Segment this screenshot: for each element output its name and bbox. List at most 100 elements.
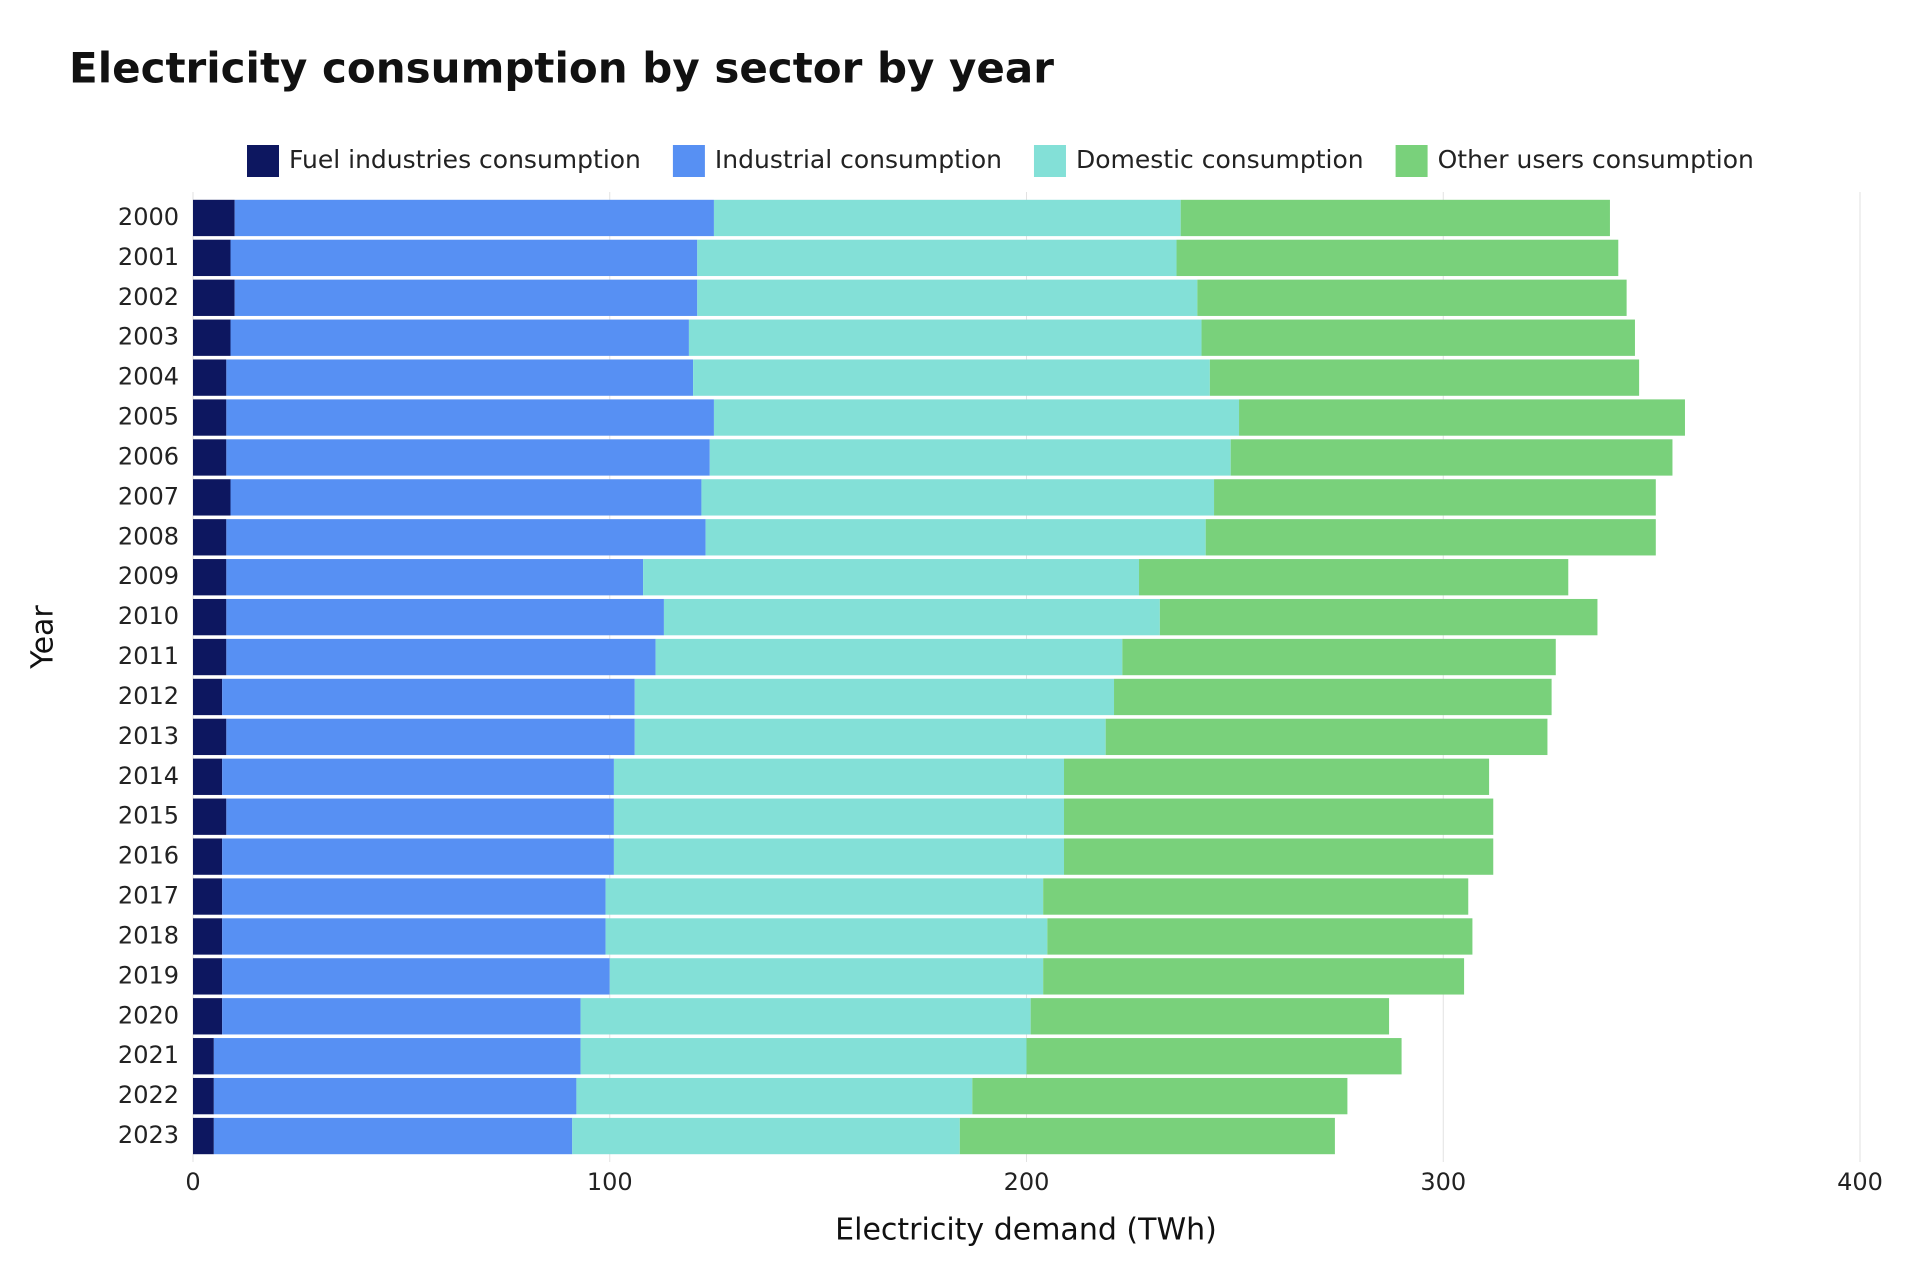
bar-segment [222, 958, 610, 995]
bar-segment [222, 838, 614, 875]
legend-swatch [1033, 145, 1066, 177]
bar-segment [234, 279, 698, 316]
bar-segment [1180, 199, 1610, 237]
bar-segment [643, 559, 1140, 596]
bar-segment [1064, 838, 1494, 875]
bar-segment [193, 479, 231, 516]
bar-segment [580, 998, 1031, 1035]
bar-segment [230, 239, 698, 277]
bar-segment [193, 678, 223, 716]
y-tick-label: 2005 [118, 403, 179, 431]
y-tick-label: 2011 [118, 642, 179, 670]
bar-segment [688, 319, 1202, 356]
y-tick-label: 2020 [118, 1001, 179, 1029]
bar-segment [709, 439, 1231, 476]
y-tick-label: 2010 [118, 602, 179, 630]
bar-segment [193, 718, 227, 756]
legend-label: Fuel industries consumption [289, 145, 641, 174]
bar-segment [230, 479, 702, 516]
y-tick-label: 2015 [118, 802, 179, 830]
bar-segment [1043, 878, 1469, 915]
legend: Fuel industries consumption Industrial co… [247, 145, 1754, 177]
bar-segment [701, 479, 1215, 516]
bar-segment [193, 439, 227, 476]
y-tick-label: 2006 [118, 442, 179, 470]
y-tick-label: 2013 [118, 722, 179, 750]
bar-segment [222, 678, 635, 716]
x-tick-label: 100 [587, 1168, 633, 1196]
y-tick-label: 2021 [118, 1041, 179, 1069]
y-tick-label: 2004 [118, 363, 179, 391]
bar-segment [1064, 798, 1494, 835]
bar-segment [572, 1117, 960, 1155]
bar-segment [1139, 559, 1569, 596]
legend-swatch [1395, 145, 1428, 177]
bar-segment [1047, 918, 1473, 955]
bar-segment [613, 758, 1065, 795]
bar-segment [605, 918, 1048, 955]
bar-segment [193, 279, 235, 316]
bar-segment [222, 918, 606, 955]
bar-segment [193, 1117, 214, 1155]
y-tick-label: 2003 [118, 323, 179, 351]
y-tick-label: 2016 [118, 842, 179, 870]
bar-segment [226, 399, 714, 436]
bar-segment [697, 239, 1177, 277]
bar-segment [705, 519, 1206, 556]
bar-segment [193, 1038, 214, 1075]
bar-segment [213, 1117, 573, 1155]
bar-segment [193, 319, 231, 356]
bar-segment [713, 399, 1240, 436]
legend-label: Other users consumption [1438, 145, 1754, 174]
bar-segment [193, 918, 223, 955]
bar-segment [580, 1038, 1027, 1075]
bar-segment [193, 958, 223, 995]
bar-segment [634, 678, 1115, 716]
bar-segment [1159, 598, 1598, 636]
bar-segment [193, 559, 227, 596]
bar-segment [222, 758, 614, 795]
bar-segment [213, 1038, 581, 1075]
x-tick-label: 200 [1004, 1168, 1050, 1196]
chart-title: Electricity consumption by sector by yea… [69, 44, 1054, 93]
bar-segment [1114, 678, 1552, 716]
bar-segment [1209, 359, 1640, 396]
y-tick-label: 2018 [118, 921, 179, 949]
bar-segment [193, 878, 223, 915]
bar-segment [193, 239, 231, 277]
y-tick-label: 2008 [118, 522, 179, 550]
bar-segment [213, 1077, 577, 1115]
y-tick-label: 2012 [118, 682, 179, 710]
bar-segment [193, 838, 223, 875]
bar-segment [222, 998, 581, 1035]
bar-segment [226, 638, 656, 676]
bar-segment [605, 878, 1044, 915]
y-tick-label: 2022 [118, 1081, 179, 1109]
bar-segment [972, 1077, 1348, 1115]
bar-segment [1197, 279, 1627, 316]
bar-segment [1105, 718, 1548, 756]
bar-segment [193, 1077, 214, 1115]
bar-segment [663, 598, 1160, 636]
bar-segment [193, 638, 227, 676]
bar-segment [1176, 239, 1619, 277]
bar-segment [226, 718, 635, 756]
bar-segment [226, 559, 644, 596]
bar-segment [1205, 519, 1656, 556]
bar-segment [655, 638, 1123, 676]
bar-segment [193, 199, 235, 237]
bar-segment [693, 359, 1210, 396]
bar-segment [193, 399, 227, 436]
legend-swatch [247, 145, 279, 177]
legend-label: Industrial consumption [715, 145, 1002, 174]
bar-segment [193, 598, 227, 636]
y-tick-label: 2000 [118, 203, 179, 231]
bar-segment [193, 798, 227, 835]
bar-segment [193, 758, 223, 795]
bar-segment [697, 279, 1198, 316]
y-axis-title: Year [26, 605, 61, 670]
bar-segment [226, 598, 664, 636]
x-tick-label: 400 [1837, 1168, 1883, 1196]
